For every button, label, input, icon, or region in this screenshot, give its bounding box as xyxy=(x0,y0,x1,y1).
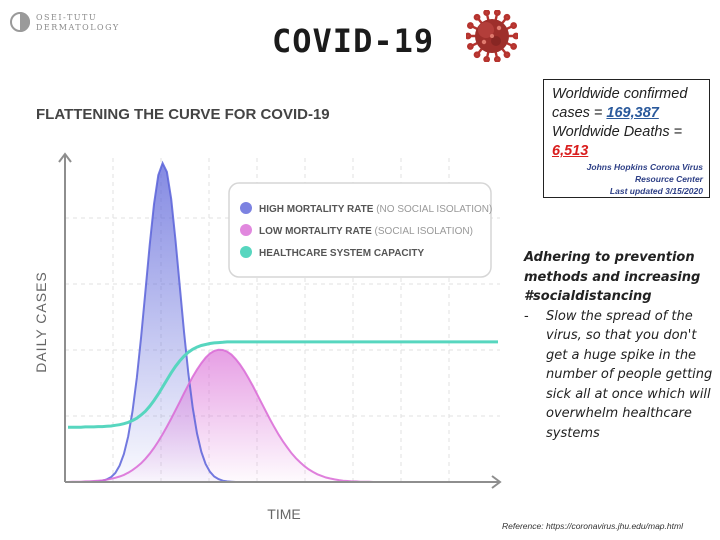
stats-confirmed-row: cases = 169,387 xyxy=(552,104,703,123)
notes-bullet: - Slow the spread of the virus, so that … xyxy=(524,307,716,444)
legend-swatch-low-mortality xyxy=(240,224,252,236)
slide-title: COVID-19 xyxy=(272,22,435,60)
legend-swatch-healthcare-capacity xyxy=(240,246,252,258)
confirmed-cases-value: 169,387 xyxy=(606,105,659,121)
notes-bullet-text: Slow the spread of the virus, so that yo… xyxy=(546,308,713,441)
stats-deaths-label: Worldwide Deaths = xyxy=(552,124,683,140)
legend-label-low-mortality: LOW MORTALITY RATE (SOCIAL ISOLATION) xyxy=(259,226,473,237)
deaths-value: 6,513 xyxy=(552,143,589,159)
notes-heading-3: #socialdistancing xyxy=(524,289,652,304)
chart-canvas: TIME DAILY CASES HIGH MORTALITY RATE (NO… xyxy=(33,152,502,522)
healthcare-capacity-line xyxy=(68,340,498,429)
legend-label-high-mortality: HIGH MORTALITY RATE (NO SOCIAL ISOLATION… xyxy=(259,204,492,215)
logo: OSEI-TUTU DERMATOLOGY xyxy=(10,10,130,36)
logo-mark-icon xyxy=(10,12,30,32)
x-axis-label: TIME xyxy=(267,506,300,522)
bullet-dash: - xyxy=(524,308,529,324)
chart-title: FLATTENING THE CURVE FOR COVID-19 xyxy=(36,106,330,123)
stats-updated: Last updated 3/15/2020 xyxy=(609,186,703,196)
low-mortality-area xyxy=(68,349,498,482)
notes-heading-2: methods and increasing xyxy=(524,269,701,285)
x-axis-arrow-icon xyxy=(491,475,502,489)
stats-confirmed-prefix: cases = xyxy=(552,105,607,121)
reference-text: Reference: https://coronavirus.jhu.edu/m… xyxy=(502,521,683,531)
flatten-curve-chart: FLATTENING THE CURVE FOR COVID-19 TIME D… xyxy=(28,98,508,530)
stats-confirmed-label: Worldwide confirmed xyxy=(552,86,688,102)
y-axis-label: DAILY CASES xyxy=(33,271,49,373)
logo-line-1: OSEI-TUTU xyxy=(36,13,98,22)
stats-source-2: Resource Center xyxy=(634,174,703,184)
coronavirus-icon xyxy=(466,10,518,62)
stats-deaths-row: 6,513 xyxy=(552,142,703,161)
legend-swatch-high-mortality xyxy=(240,202,252,214)
logo-line-2: DERMATOLOGY xyxy=(36,23,120,32)
notes-block: Adhering to prevention methods and incre… xyxy=(524,248,716,443)
notes-heading-1: Adhering to prevention xyxy=(524,250,695,265)
y-axis-arrow-icon xyxy=(58,152,72,163)
stats-source-1: Johns Hopkins Corona Virus xyxy=(586,162,703,172)
legend: HIGH MORTALITY RATE (NO SOCIAL ISOLATION… xyxy=(228,182,492,278)
legend-label-healthcare-capacity: HEALTHCARE SYSTEM CAPACITY xyxy=(259,248,425,259)
stats-box: Worldwide confirmed cases = 169,387 Worl… xyxy=(543,79,710,198)
